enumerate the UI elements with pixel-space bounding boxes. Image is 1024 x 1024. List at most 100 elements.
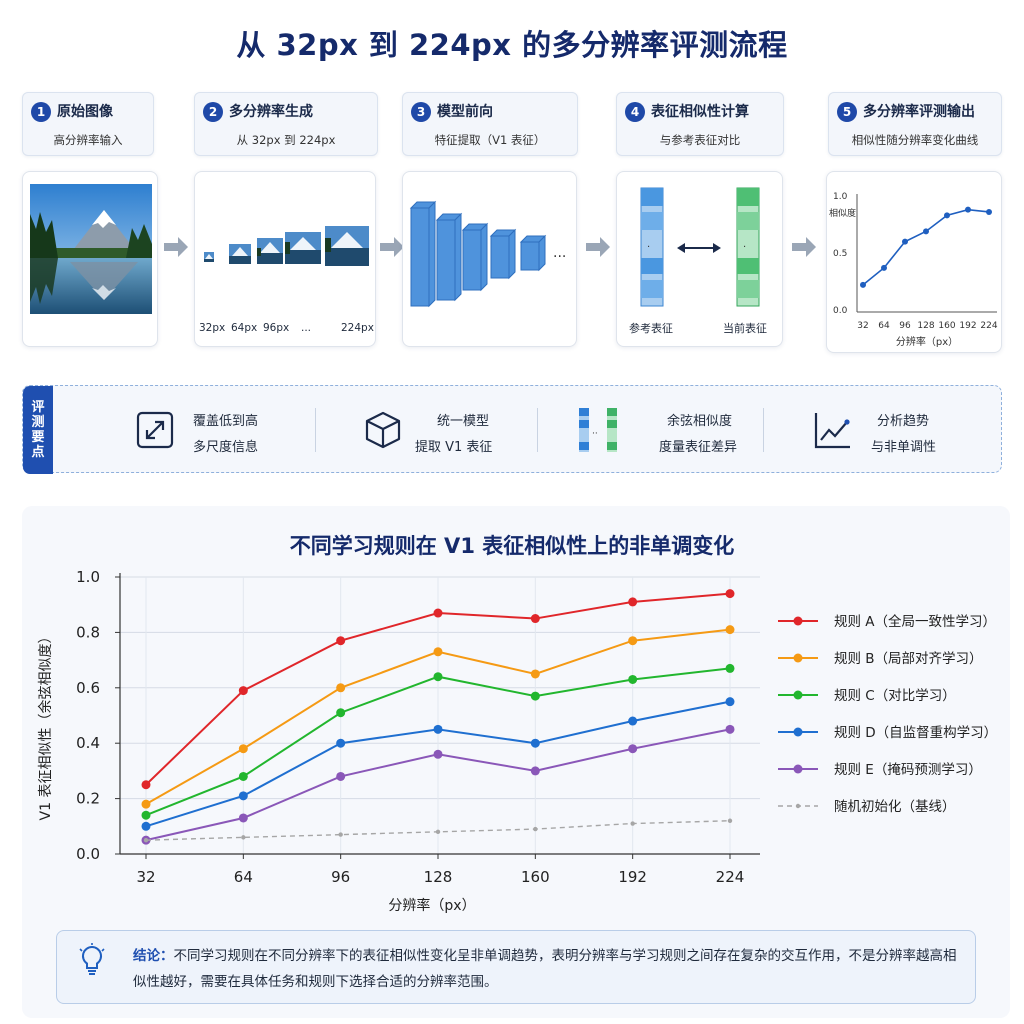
cube-icon [365,411,401,449]
mini-point [944,212,950,219]
reference-vector: · [640,187,664,307]
conclusion-box: 结论：不同学习规则在不同分辨率下的表征相似性变化呈非单调趋势，表明分辨率与学习规… [56,930,976,1004]
divider [315,408,316,452]
svg-text:·: · [647,242,650,253]
step-number: 1 [31,102,51,122]
flow-arrow-icon [380,237,404,257]
evaluation-highlights: 评测要点 覆盖低到高 多尺度信息 统一模型 提取 V1 表征 ·· 余弦相似度 … [22,385,1002,474]
expand-icon [136,411,174,449]
mini-x-tick: 160 [938,321,955,331]
mini-point [965,206,971,213]
res-label: 64px [231,322,258,334]
current-label: 当前表征 [723,322,767,335]
flow-arrow-icon [792,237,816,257]
feature-trend: 分析趋势 与非单调性 [807,386,987,474]
mini-point [860,281,866,288]
mini-series-line [862,208,990,286]
step-subtitle: 高分辨率输入 [53,133,123,147]
step-3-header: 3 模型前向 特征提取（V1 表征） [402,92,578,156]
svg-text:·: · [743,242,746,253]
mini-x-tick: 96 [899,321,911,331]
trend-chart-icon [814,413,850,449]
highlights-tab: 评测要点 [23,386,53,474]
mini-point [902,238,908,245]
flow-arrow-icon [164,237,188,257]
conclusion-label: 结论： [133,948,174,964]
mini-y-tick: 0.5 [833,249,847,259]
thumbnail-224 [325,226,369,266]
model-forward-panel: ··· [402,171,577,347]
highlights-tab-label: 评测要点 [31,400,45,460]
step-number: 3 [411,102,431,122]
page-title: 从 32px 到 224px 的多分辨率评测流程 [236,28,788,62]
mini-x-tick: 224 [980,321,997,331]
thumbnail-64 [229,244,251,264]
mini-point [881,264,887,271]
thumbnail-32 [204,252,214,262]
mini-x-tick: 64 [878,321,890,331]
feature-line1: 统一模型 [437,414,490,429]
similarity-panel: · · 参考表征 当前表征 [616,171,783,347]
resolution-thumbnails [204,226,369,266]
feature-cosine: ·· 余弦相似度 度量表征差异 [575,386,775,474]
reference-label: 参考表征 [629,322,673,335]
svg-text:··: ·· [592,429,598,439]
mini-y-tick: 1.0 [833,192,848,202]
step-number: 5 [837,102,857,122]
chart-title: 不同学习规则在 V1 表征相似性上的非单调变化 [289,534,735,558]
step-title: 多分辨率评测输出 [863,104,975,120]
multi-resolution-panel: 32px 64px 96px ... 224px [194,171,376,347]
res-label: 32px [199,322,226,334]
step-subtitle: 特征提取（V1 表征） [434,133,546,147]
step-2-header: 2 多分辨率生成 从 32px 到 224px [194,92,378,156]
mini-similarity-chart: 相似度 0.0 0.5 1.0 32 64 96 128 160 192 224 分辨率（px） [829,192,998,348]
step-title: 表征相似性计算 [651,104,749,120]
step-1-header: 1 原始图像 高分辨率输入 [22,92,154,156]
current-vector: · [736,187,760,307]
step-4-header: 4 表征相似性计算 与参考表征对比 [616,92,784,156]
feature-multiscale: 覆盖低到高 多尺度信息 [113,386,313,474]
feature-line2: 与非单调性 [871,440,937,455]
lightbulb-icon [79,943,105,975]
step-subtitle: 与参考表征对比 [659,133,741,147]
mini-x-tick: 192 [959,321,976,331]
step-5-header: 5 多分辨率评测输出 相似性随分辨率变化曲线 [828,92,1002,156]
feature-line1: 分析趋势 [877,414,930,429]
feature-unified-model: 统一模型 提取 V1 表征 [349,386,549,474]
network-layers-icon: ··· [409,200,566,308]
feature-line1: 余弦相似度 [667,414,733,429]
divider [537,408,538,452]
bidirectional-arrow [677,243,721,253]
step-subtitle: 从 32px 到 224px [236,133,336,147]
step-row: 1 原始图像 高分辨率输入 2 多分辨率生成 从 32px 到 224px 3 … [22,92,1002,158]
res-label: 96px [263,322,290,334]
thumbnail-128 [285,232,321,264]
vector-compare-icon: ·· [579,408,617,452]
res-label: ... [301,322,312,334]
mountain-lake-image [30,184,152,314]
original-image-panel [22,171,158,347]
step-title: 多分辨率生成 [229,104,313,120]
step-number: 4 [625,102,645,122]
feature-line1: 覆盖低到高 [193,414,259,429]
mini-y-label: 相似度 [829,207,856,219]
step-number: 2 [203,102,223,122]
thumbnail-96 [257,238,283,264]
step-subtitle: 相似性随分辨率变化曲线 [851,133,979,147]
mini-x-tick: 128 [917,321,934,331]
mini-x-tick: 32 [857,321,868,331]
feature-line2: 提取 V1 表征 [415,440,493,455]
feature-line2: 度量表征差异 [659,440,738,455]
flow-arrow-icon [586,237,610,257]
mini-point [923,228,929,235]
step-title: 模型前向 [437,104,493,120]
step-title: 原始图像 [57,104,113,120]
feature-line2: 多尺度信息 [193,440,259,455]
divider [763,408,764,452]
vector-compare-diagram: · · [640,187,760,307]
evaluation-output-panel: 相似度 0.0 0.5 1.0 32 64 96 128 160 192 224 分辨率（px） [826,171,1002,353]
mini-x-label: 分辨率（px） [896,335,958,348]
conclusion-body: 不同学习规则在不同分辨率下的表征相似性变化呈非单调趋势，表明分辨率与学习规则之间… [133,948,957,990]
mini-y-tick: 0.0 [833,306,848,316]
res-label: 224px [341,322,374,334]
